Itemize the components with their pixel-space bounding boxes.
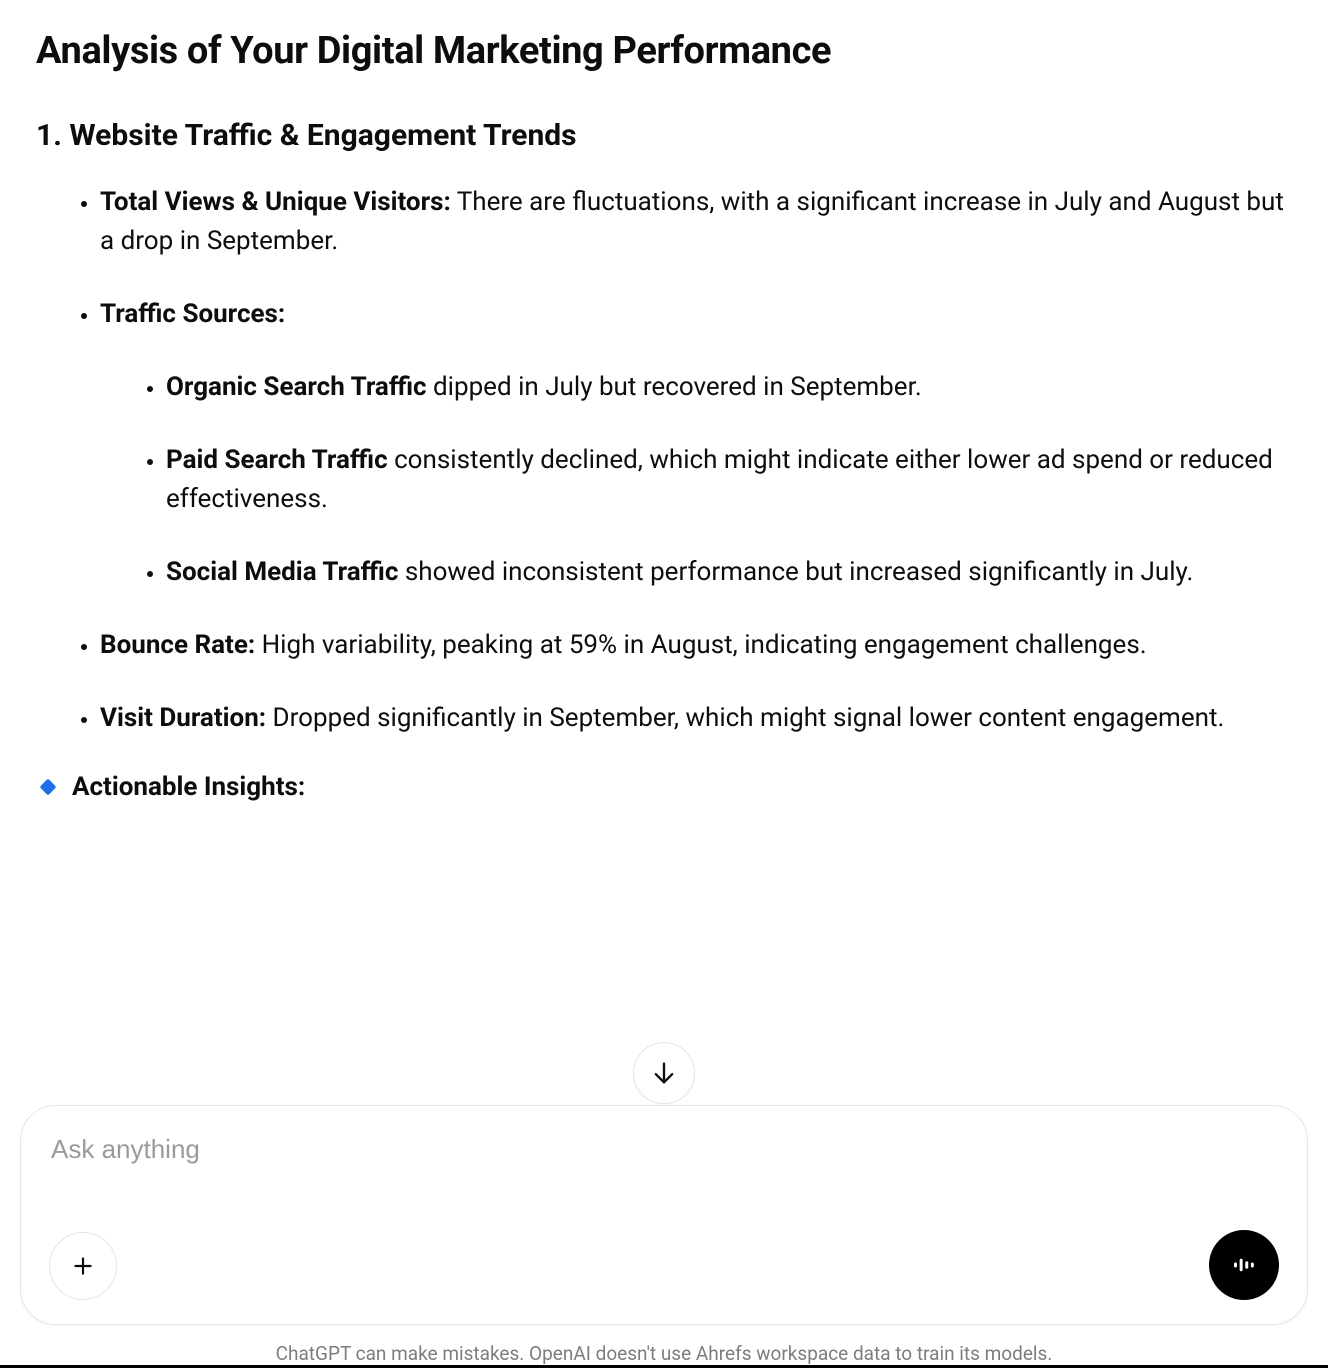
composer <box>20 1105 1308 1325</box>
voice-button[interactable] <box>1209 1230 1279 1300</box>
attach-button[interactable] <box>49 1232 117 1300</box>
item-label: Paid Search Traffic <box>166 445 388 475</box>
insights-heading: Actionable Insights: <box>0 772 1328 802</box>
arrow-down-icon <box>650 1059 678 1087</box>
item-label: Total Views & Unique Visitors: <box>100 187 451 217</box>
list-item: Social Media Traffic showed inconsistent… <box>166 553 1292 592</box>
item-text: Dropped significantly in September, whic… <box>266 703 1224 733</box>
list-item: Total Views & Unique Visitors: There are… <box>100 183 1292 261</box>
list-item: Paid Search Traffic consistently decline… <box>166 441 1292 519</box>
item-text: showed inconsistent performance but incr… <box>398 557 1193 587</box>
page-title: Analysis of Your Digital Marketing Perfo… <box>36 28 1292 76</box>
list-item: Bounce Rate: High variability, peaking a… <box>100 626 1292 665</box>
item-label: Organic Search Traffic <box>166 372 427 402</box>
sub-list: Organic Search Traffic dipped in July bu… <box>100 368 1292 592</box>
list-item: Visit Duration: Dropped significantly in… <box>100 699 1292 738</box>
list-item: Organic Search Traffic dipped in July bu… <box>166 368 1292 407</box>
composer-input[interactable] <box>51 1134 1277 1165</box>
item-label: Traffic Sources: <box>100 299 285 329</box>
list-item: Traffic Sources: Organic Search Traffic … <box>100 295 1292 592</box>
insights-label: Actionable Insights: <box>72 772 305 802</box>
scroll-down-button[interactable] <box>633 1042 695 1104</box>
disclaimer-text: ChatGPT can make mistakes. OpenAI doesn'… <box>0 1342 1328 1365</box>
item-text: High variability, peaking at 59% in Augu… <box>255 630 1146 660</box>
analysis-list: Total Views & Unique Visitors: There are… <box>36 183 1292 738</box>
message-content: Analysis of Your Digital Marketing Perfo… <box>0 0 1328 738</box>
item-label: Social Media Traffic <box>166 557 398 587</box>
item-label: Bounce Rate: <box>100 630 255 660</box>
voice-waveform-icon <box>1229 1250 1259 1280</box>
item-text: dipped in July but recovered in Septembe… <box>427 372 922 402</box>
diamond-icon <box>36 775 60 799</box>
plus-icon <box>70 1253 96 1279</box>
item-label: Visit Duration: <box>100 703 266 733</box>
section-heading: 1. Website Traffic & Engagement Trends <box>36 118 1292 153</box>
